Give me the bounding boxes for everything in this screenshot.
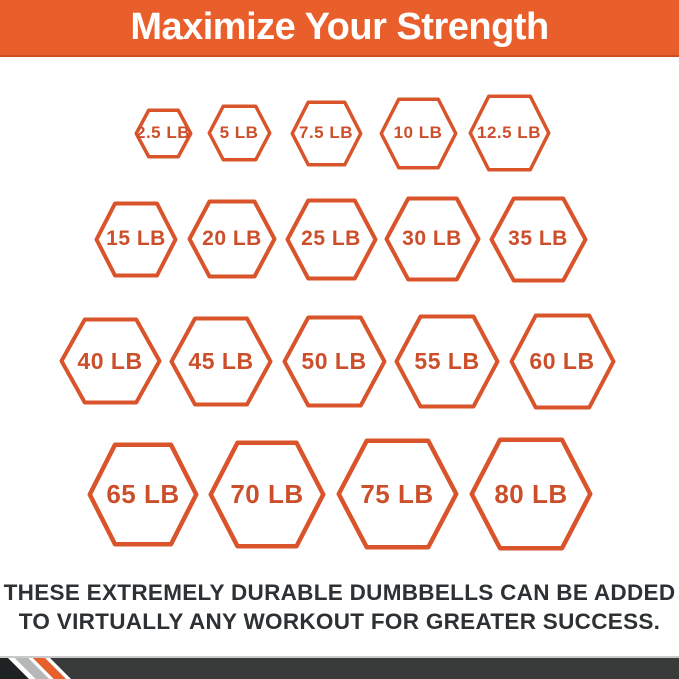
hexagon-outline	[336, 438, 458, 550]
hexagon-label: 40 LB	[77, 347, 143, 374]
header-banner: Maximize Your Strength	[0, 0, 679, 57]
hexagon-outline	[207, 104, 271, 162]
hexagon-label: 7.5 LB	[298, 123, 354, 142]
hexagon-outline	[468, 94, 550, 172]
footer-statement-line1: THESE EXTREMELY DURABLE DUMBBELLS CAN BE…	[3, 580, 676, 605]
corner-stripes-decoration	[0, 658, 71, 679]
hexagon-outline	[285, 198, 377, 280]
hexagon-label: 30 LB	[402, 227, 462, 250]
hexagon-label: 20 LB	[202, 227, 262, 250]
hexagon-25-lb: 25 LB	[285, 198, 378, 281]
footer-statement-line2: TO VIRTUALLY ANY WORKOUT FOR GREATER SUC…	[18, 609, 661, 634]
page-title: Maximize Your Strength	[130, 6, 549, 48]
hexagon-75-lb: 75 LB	[336, 438, 459, 550]
hexagon-50-lb: 50 LB	[282, 315, 387, 408]
hexagon-label: 15 LB	[106, 227, 166, 250]
hexagon-label: 80 LB	[494, 478, 568, 509]
hexagon-outline	[384, 196, 480, 282]
hexagon-label: 70 LB	[230, 478, 304, 509]
hexagon-label: 50 LB	[301, 347, 367, 374]
hexagon-10-lb: 10 LB	[379, 97, 458, 170]
hexagon-label: 5 LB	[219, 123, 259, 142]
hexagon-outline	[489, 196, 587, 282]
hexagon-7.5-lb: 7.5 LB	[290, 100, 363, 167]
hexagon-label: 45 LB	[188, 347, 254, 374]
hexagon-label: 35 LB	[508, 227, 568, 250]
hexagon-label: 25 LB	[301, 227, 361, 250]
hexagon-outline	[169, 316, 273, 406]
hexagon-15-lb: 15 LB	[94, 201, 178, 278]
hexagon-outline	[379, 97, 457, 169]
bottom-bar	[0, 656, 679, 679]
hexagon-outline	[509, 313, 615, 409]
hexagon-outline	[469, 437, 593, 551]
hexagon-70-lb: 70 LB	[208, 440, 326, 549]
hexagon-35-lb: 35 LB	[489, 196, 588, 283]
hexagon-12.5-lb: 12.5 LB	[468, 94, 551, 172]
hexagon-80-lb: 80 LB	[469, 437, 593, 551]
hexagon-outline	[282, 315, 386, 407]
hexagon-40-lb: 40 LB	[59, 317, 162, 405]
hexagon-label: 75 LB	[360, 478, 434, 509]
hexagon-label: 55 LB	[414, 347, 480, 374]
hexagon-60-lb: 60 LB	[509, 313, 616, 410]
hexagon-outline	[187, 199, 277, 279]
hexagon-outline	[87, 442, 199, 546]
hexagon-45-lb: 45 LB	[169, 316, 273, 407]
hexagon-outline	[94, 201, 178, 277]
hexagon-outline	[59, 317, 161, 405]
hexagon-label: 2.5 LB	[135, 123, 191, 142]
hexagon-65-lb: 65 LB	[87, 442, 199, 547]
hexagon-label: 12.5 LB	[477, 123, 541, 142]
hexagon-outline	[394, 314, 500, 408]
hexagon-label: 10 LB	[393, 123, 443, 142]
hexagon-2.5-lb: 2.5 LB	[134, 108, 193, 159]
hexagon-20-lb: 20 LB	[187, 199, 277, 279]
hexagon-55-lb: 55 LB	[394, 314, 500, 409]
hexagon-30-lb: 30 LB	[384, 196, 481, 282]
hexagon-outline	[134, 108, 192, 158]
hexagon-outline	[208, 440, 326, 548]
hexagon-outline	[290, 100, 362, 166]
hexagon-5-lb: 5 LB	[207, 104, 272, 162]
hexagon-label: 65 LB	[106, 478, 180, 509]
footer-statement: THESE EXTREMELY DURABLE DUMBBELLS CAN BE…	[0, 578, 679, 636]
hexagon-label: 60 LB	[529, 347, 595, 374]
